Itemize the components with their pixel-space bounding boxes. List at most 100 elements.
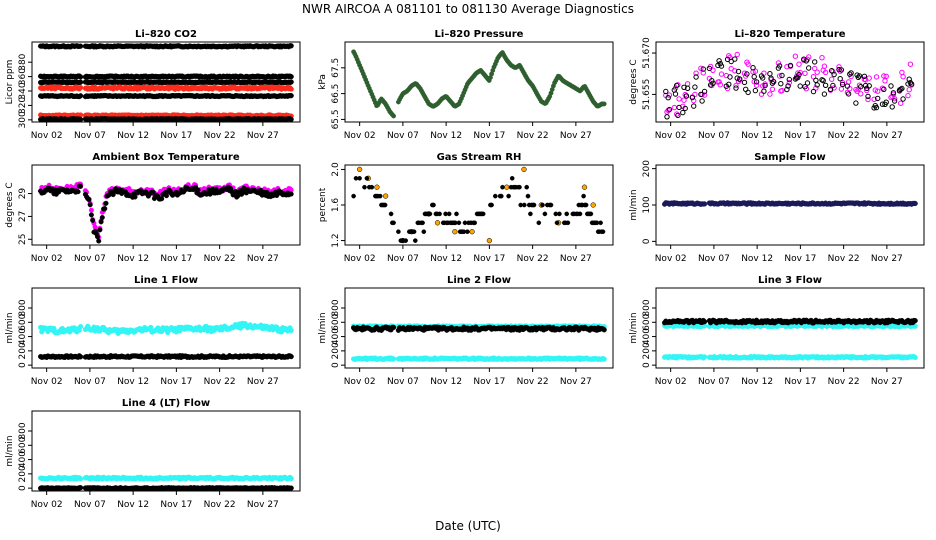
data-point: [99, 214, 105, 220]
data-point: [391, 220, 396, 226]
data-point: [692, 84, 698, 90]
data-point: [821, 91, 828, 97]
y-tick-label: 2.0: [331, 162, 341, 177]
data-point: [391, 356, 397, 362]
data-point: [288, 43, 294, 49]
panel-title: Gas Stream RH: [437, 152, 522, 163]
panel-title: Line 1 Flow: [134, 275, 198, 286]
data-point: [403, 238, 409, 243]
data-point: [758, 91, 765, 97]
data-point: [718, 71, 725, 77]
data-point: [77, 84, 84, 91]
data-point: [509, 175, 515, 181]
series-1: [661, 317, 918, 326]
x-tick-label: Nov 02: [344, 254, 376, 264]
data-point: [412, 238, 418, 243]
data-point: [819, 55, 825, 61]
data-point: [581, 193, 586, 199]
data-point: [905, 92, 911, 99]
plot-area: [661, 200, 918, 207]
data-point: [498, 193, 504, 199]
data-point: [195, 187, 201, 193]
x-tick-label: Nov 17: [473, 131, 505, 141]
data-point: [506, 193, 511, 199]
data-point: [78, 183, 84, 189]
series-0: [37, 474, 294, 482]
x-tick-label: Nov 12: [117, 500, 149, 510]
data-point: [480, 211, 486, 217]
data-point: [374, 184, 380, 190]
x-tick-label: Nov 02: [655, 254, 687, 264]
data-point: [684, 81, 691, 87]
data-point: [542, 211, 548, 217]
panel-title: Line 4 (LT) Flow: [122, 398, 210, 409]
data-point: [577, 211, 583, 217]
x-tick-label: Nov 02: [31, 500, 63, 510]
x-tick-label: Nov 07: [387, 131, 419, 141]
data-point: [761, 88, 767, 94]
x-tick-label: Nov 22: [517, 254, 549, 264]
x-tick-label: Nov 17: [784, 254, 816, 264]
x-tick-label: Nov 22: [828, 131, 860, 141]
data-point: [77, 74, 84, 80]
y-axis-label: ml/min: [629, 189, 639, 220]
series-4: [37, 92, 294, 100]
x-tick-label: Nov 07: [698, 254, 730, 264]
data-point: [456, 220, 462, 226]
data-point: [732, 56, 738, 62]
data-point: [391, 324, 397, 331]
data-point: [77, 476, 84, 482]
y-tick-label: 0: [642, 362, 652, 368]
series-0: [351, 49, 607, 119]
data-point: [427, 211, 433, 217]
x-tick-label: Nov 12: [117, 254, 149, 264]
x-tick-label: Nov 22: [828, 254, 860, 264]
y-tick-label: 800: [331, 299, 341, 316]
data-point: [804, 80, 811, 86]
x-tick-label: Nov 12: [430, 377, 462, 387]
data-point: [699, 98, 705, 104]
panel-title: Ambient Box Temperature: [92, 152, 239, 163]
data-point: [500, 184, 505, 190]
data-point: [906, 87, 912, 93]
series-1: [351, 175, 606, 243]
series-0: [37, 43, 294, 50]
series-0: [356, 166, 596, 244]
y-tick-label: 1.2: [331, 233, 341, 247]
data-point: [797, 83, 803, 89]
x-tick-label: Nov 27: [560, 254, 592, 264]
data-point: [75, 189, 81, 195]
y-tick-label: 200: [642, 160, 652, 177]
y-axis-label: ml/min: [318, 312, 328, 343]
figure-title: NWR AIRCOA A 081101 to 081130 Average Di…: [302, 2, 634, 16]
data-point: [388, 211, 394, 217]
data-point: [452, 229, 458, 235]
series-0: [661, 200, 918, 207]
data-point: [778, 81, 784, 87]
data-point: [701, 354, 708, 360]
x-tick-label: Nov 27: [247, 131, 279, 141]
plot-area: [663, 51, 915, 120]
x-tick-label: Nov 27: [560, 377, 592, 387]
x-tick-label: Nov 02: [655, 131, 687, 141]
plot-area: [351, 166, 606, 244]
axes-box: [31, 164, 301, 246]
data-point: [767, 71, 773, 77]
data-point: [581, 184, 588, 190]
data-point: [437, 211, 442, 217]
data-point: [557, 211, 562, 217]
data-point: [159, 196, 165, 202]
data-point: [664, 114, 670, 120]
data-point: [364, 175, 370, 181]
data-point: [94, 234, 100, 240]
data-point: [391, 113, 396, 119]
x-axis-label: Date (UTC): [435, 519, 501, 533]
data-point: [521, 166, 527, 173]
x-tick-label: Nov 12: [117, 377, 149, 387]
x-tick-label: Nov 17: [784, 377, 816, 387]
y-axis-label: ml/min: [5, 435, 15, 466]
y-tick-label: 65.5: [331, 109, 341, 129]
